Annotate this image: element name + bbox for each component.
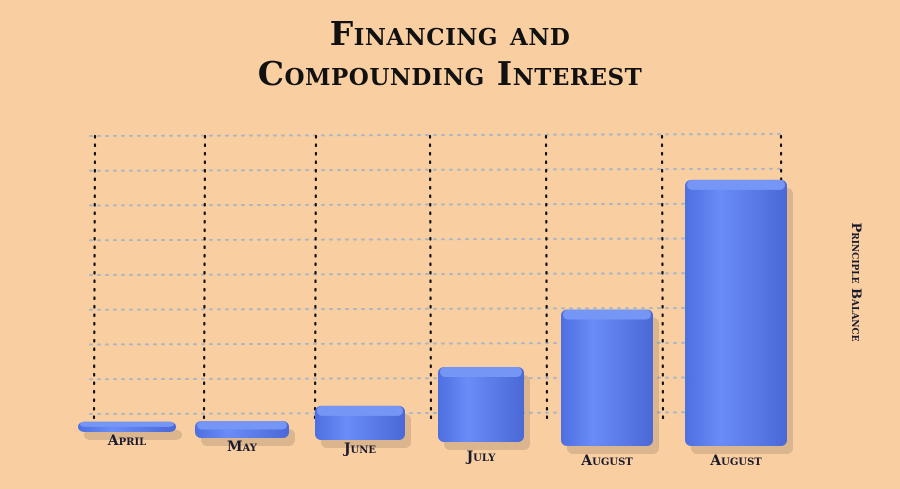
category-label: August (580, 453, 633, 469)
bar-body (438, 366, 524, 442)
bar-top (440, 366, 522, 377)
bar (561, 309, 659, 454)
grid-line-horizontal (89, 411, 786, 415)
grid-line-vertical (202, 134, 207, 422)
bar-top (197, 420, 287, 430)
grid-line-vertical (428, 134, 433, 422)
category-label: May (227, 439, 258, 455)
bar-top (80, 421, 174, 427)
grid-line-horizontal (89, 376, 786, 381)
bar-top (317, 405, 403, 416)
bar (685, 179, 793, 454)
grid-line-horizontal (89, 306, 786, 311)
chart-title-line-2: Compounding Interest (257, 54, 643, 93)
bar-body (685, 179, 787, 446)
grid-line-horizontal (89, 272, 786, 276)
category-label: August (709, 453, 762, 469)
grid-line-horizontal (89, 133, 786, 137)
bar (438, 366, 530, 450)
bar-body (561, 309, 653, 446)
y-axis-label: Principle Balance (848, 222, 863, 341)
bar (315, 405, 411, 448)
grid-line-vertical (660, 134, 665, 422)
chart-title-line-1: Financing and (329, 14, 571, 53)
bar (78, 421, 182, 440)
grid-line-vertical (313, 134, 318, 422)
grid-line-horizontal (89, 167, 786, 172)
bar-top (687, 179, 785, 190)
grid-line-horizontal (89, 341, 786, 346)
grid-line-vertical (92, 134, 97, 422)
chart-title: Financing and Compounding Interest (0, 14, 900, 94)
grid-lines (89, 133, 786, 422)
category-label: April (107, 433, 146, 449)
bar-shadow (84, 429, 182, 440)
bar (195, 420, 295, 446)
bars (78, 179, 793, 454)
category-labels: April May June July August August (107, 433, 763, 469)
category-label: June (342, 441, 376, 457)
bar-top (563, 309, 651, 320)
category-label: July (465, 449, 497, 465)
grid-line-horizontal (89, 237, 786, 242)
grid-line-horizontal (89, 202, 786, 207)
